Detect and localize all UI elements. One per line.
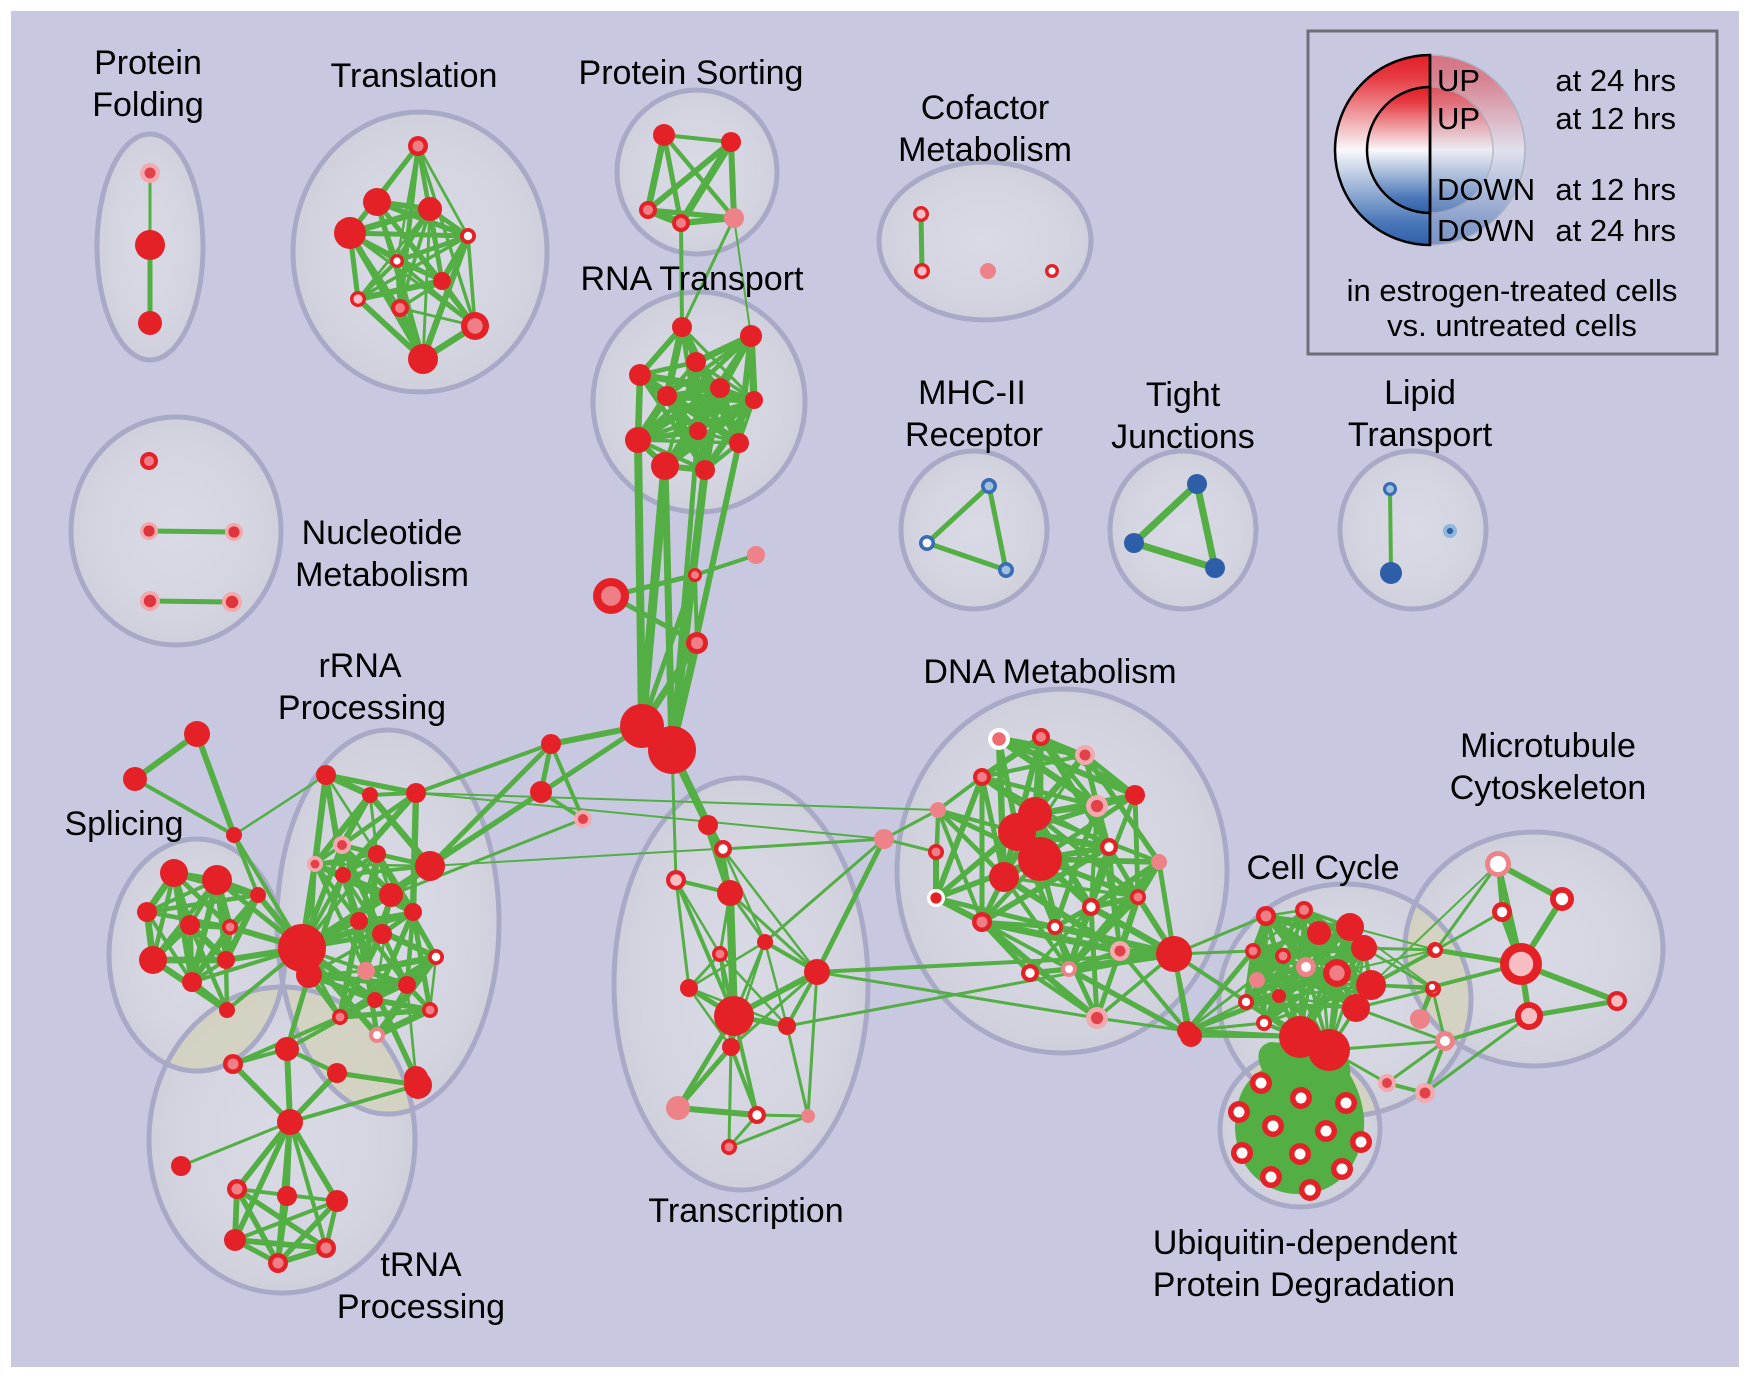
svg-text:Folding: Folding — [92, 86, 204, 124]
svg-text:tRNA: tRNA — [380, 1246, 462, 1284]
svg-text:Processing: Processing — [337, 1288, 505, 1326]
svg-text:Processing: Processing — [278, 689, 446, 727]
svg-text:at 12 hrs: at 12 hrs — [1555, 101, 1676, 136]
svg-text:Ubiquitin-dependent: Ubiquitin-dependent — [1153, 1224, 1458, 1262]
svg-text:Splicing: Splicing — [64, 805, 183, 843]
svg-text:at 12 hrs: at 12 hrs — [1555, 172, 1676, 207]
svg-text:MHC-II: MHC-II — [918, 374, 1026, 412]
svg-text:at 24 hrs: at 24 hrs — [1555, 213, 1676, 248]
svg-text:Lipid: Lipid — [1384, 374, 1456, 412]
svg-text:Junctions: Junctions — [1111, 418, 1255, 456]
svg-text:Microtubule: Microtubule — [1460, 727, 1636, 765]
svg-text:Translation: Translation — [331, 57, 498, 95]
svg-text:Transport: Transport — [1348, 416, 1493, 454]
svg-text:Protein: Protein — [94, 44, 202, 82]
svg-text:Transcription: Transcription — [648, 1192, 843, 1230]
svg-text:DOWN: DOWN — [1437, 213, 1535, 248]
svg-text:Nucleotide: Nucleotide — [302, 514, 463, 552]
svg-text:in estrogen-treated cells: in estrogen-treated cells — [1347, 273, 1678, 308]
svg-text:Metabolism: Metabolism — [898, 131, 1072, 169]
svg-text:at 24 hrs: at 24 hrs — [1555, 63, 1676, 98]
svg-text:Protein Degradation: Protein Degradation — [1153, 1266, 1455, 1304]
svg-text:vs. untreated cells: vs. untreated cells — [1387, 308, 1637, 343]
svg-text:Receptor: Receptor — [905, 416, 1043, 454]
svg-text:DOWN: DOWN — [1437, 172, 1535, 207]
svg-text:rRNA: rRNA — [318, 647, 401, 685]
svg-text:DNA Metabolism: DNA Metabolism — [923, 653, 1176, 691]
svg-text:Tight: Tight — [1146, 376, 1221, 414]
svg-text:Cytoskeleton: Cytoskeleton — [1450, 769, 1647, 807]
svg-text:UP: UP — [1437, 101, 1480, 136]
svg-text:Protein Sorting: Protein Sorting — [579, 54, 804, 92]
svg-text:Cofactor: Cofactor — [921, 89, 1050, 127]
svg-text:Cell Cycle: Cell Cycle — [1246, 849, 1399, 887]
svg-text:RNA Transport: RNA Transport — [581, 260, 805, 298]
svg-text:Metabolism: Metabolism — [295, 556, 469, 594]
svg-text:UP: UP — [1437, 63, 1480, 98]
